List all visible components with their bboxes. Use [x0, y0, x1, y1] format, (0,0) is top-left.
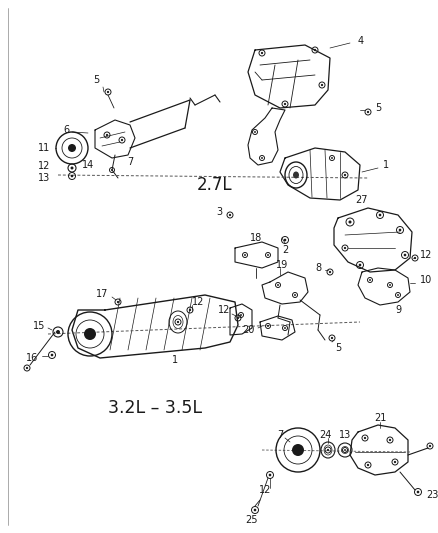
Circle shape: [121, 139, 123, 141]
Circle shape: [321, 84, 323, 86]
Circle shape: [394, 461, 396, 463]
Circle shape: [177, 321, 179, 323]
Circle shape: [268, 474, 271, 477]
Circle shape: [261, 52, 263, 54]
Circle shape: [359, 264, 361, 266]
Circle shape: [51, 354, 53, 357]
Circle shape: [417, 491, 419, 494]
Circle shape: [344, 174, 346, 176]
Circle shape: [331, 337, 333, 339]
Text: 5: 5: [375, 103, 381, 113]
Text: 12: 12: [218, 305, 230, 315]
Text: 9: 9: [395, 305, 401, 315]
Circle shape: [277, 284, 279, 286]
Circle shape: [254, 131, 256, 133]
Text: 6: 6: [64, 125, 70, 135]
Text: 13: 13: [38, 173, 50, 183]
Circle shape: [26, 367, 28, 369]
Circle shape: [399, 229, 401, 231]
Circle shape: [244, 254, 246, 256]
Circle shape: [189, 309, 191, 311]
Text: 3.2L – 3.5L: 3.2L – 3.5L: [108, 399, 202, 417]
Circle shape: [111, 169, 113, 171]
Text: 8: 8: [316, 263, 322, 273]
Circle shape: [331, 157, 333, 159]
Circle shape: [344, 247, 346, 249]
Circle shape: [389, 284, 391, 286]
Circle shape: [267, 325, 269, 327]
Text: 16: 16: [26, 353, 38, 363]
Text: 13: 13: [339, 430, 351, 440]
Circle shape: [84, 328, 96, 340]
Text: 17: 17: [95, 289, 108, 299]
Text: 1: 1: [172, 355, 178, 365]
Text: 25: 25: [246, 515, 258, 525]
Circle shape: [56, 330, 60, 334]
Text: 23: 23: [426, 490, 438, 500]
Circle shape: [327, 449, 329, 451]
Text: 18: 18: [250, 233, 262, 243]
Text: 27: 27: [356, 195, 368, 205]
Circle shape: [329, 271, 331, 273]
Text: 11: 11: [38, 143, 50, 153]
Text: 2: 2: [282, 245, 288, 255]
Circle shape: [71, 175, 73, 177]
Circle shape: [294, 294, 296, 296]
Text: 20: 20: [243, 325, 255, 335]
Text: 3: 3: [216, 207, 222, 217]
Circle shape: [229, 214, 231, 216]
Circle shape: [349, 221, 352, 223]
Circle shape: [71, 166, 74, 169]
Text: 1: 1: [383, 160, 389, 170]
Ellipse shape: [293, 172, 299, 179]
Text: 2.7L: 2.7L: [197, 176, 233, 194]
Text: 12: 12: [259, 485, 271, 495]
Circle shape: [284, 239, 286, 241]
Circle shape: [367, 464, 369, 466]
Text: 7: 7: [127, 157, 133, 167]
Circle shape: [292, 444, 304, 456]
Circle shape: [369, 279, 371, 281]
Circle shape: [237, 317, 239, 319]
Circle shape: [367, 111, 369, 113]
Circle shape: [397, 294, 399, 296]
Circle shape: [261, 157, 263, 159]
Text: 15: 15: [32, 321, 45, 331]
Circle shape: [429, 445, 431, 447]
Text: 5: 5: [335, 343, 341, 353]
Text: 5: 5: [93, 75, 99, 85]
Text: 4: 4: [358, 36, 364, 46]
Circle shape: [106, 134, 108, 136]
Circle shape: [404, 254, 406, 256]
Circle shape: [107, 91, 109, 93]
Text: 12: 12: [192, 297, 204, 307]
Circle shape: [364, 437, 366, 439]
Text: 21: 21: [374, 413, 386, 423]
Circle shape: [117, 301, 119, 303]
Text: 14: 14: [82, 160, 94, 170]
Circle shape: [68, 144, 76, 152]
Circle shape: [284, 327, 286, 329]
Circle shape: [379, 214, 381, 216]
Text: 19: 19: [276, 260, 288, 270]
Circle shape: [389, 439, 391, 441]
Text: 10: 10: [420, 275, 432, 285]
Text: 12: 12: [420, 250, 432, 260]
Text: 12: 12: [38, 161, 50, 171]
Circle shape: [240, 314, 242, 316]
Text: 7: 7: [277, 430, 283, 440]
Circle shape: [314, 49, 316, 51]
Circle shape: [344, 449, 346, 451]
Circle shape: [414, 257, 416, 259]
Circle shape: [267, 254, 269, 256]
Circle shape: [254, 508, 256, 511]
Text: 24: 24: [319, 430, 331, 440]
Text: 22: 22: [437, 438, 438, 448]
Circle shape: [284, 103, 286, 105]
